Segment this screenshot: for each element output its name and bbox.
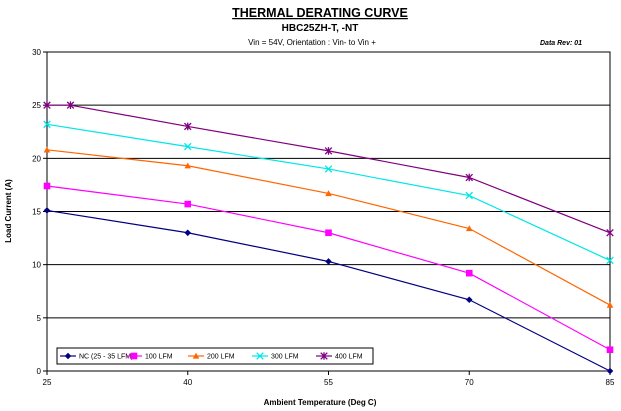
data-point (465, 296, 473, 304)
legend-label: 100 LFM (145, 354, 173, 361)
series-line (43, 101, 614, 237)
data-point (43, 120, 51, 129)
y-tick-label: 25 (32, 101, 41, 110)
data-point (184, 162, 192, 169)
y-tick-label: 15 (32, 208, 41, 217)
data-point (130, 352, 138, 360)
y-tick-label: 10 (32, 261, 41, 270)
data-point (465, 269, 473, 277)
data-point (606, 346, 614, 354)
data-point (183, 142, 192, 151)
legend-label: NC (25 - 35 LFM) (79, 354, 133, 361)
series-line (43, 182, 614, 354)
x-tick-label: 55 (324, 378, 333, 387)
data-point (606, 367, 614, 375)
legend-label: 300 LFM (271, 354, 299, 361)
data-point (184, 200, 192, 208)
series-path (46, 149, 611, 306)
data-point (320, 352, 328, 360)
y-tick-label: 20 (32, 154, 41, 163)
y-tick-label: 5 (37, 314, 42, 323)
y-tick-label: 30 (32, 48, 41, 57)
x-tick-label: 40 (183, 378, 192, 387)
legend-item: NC (25 - 35 LFM) (60, 352, 133, 361)
chart-title: THERMAL DERATING CURVE (232, 6, 408, 20)
y-tick-label: 0 (37, 367, 42, 376)
data-point (192, 352, 200, 359)
data-point (325, 229, 332, 237)
legend-item: 300 LFM (252, 352, 299, 361)
data-point (184, 229, 192, 237)
data-point (465, 173, 474, 182)
series-line (43, 207, 614, 375)
x-tick-label: 70 (465, 378, 474, 387)
legend-label: 200 LFM (207, 354, 235, 361)
data-point (325, 258, 332, 265)
legend-label: 400 LFM (335, 354, 363, 361)
data-point (606, 301, 614, 308)
data-point (606, 256, 614, 265)
y-axis-label: Load Current (A) (4, 179, 13, 243)
data-point (256, 352, 264, 360)
data-point (183, 122, 192, 131)
legend: NC (25 - 35 LFM) 100 LFM 200 LFM 300 LFM 400… (56, 347, 374, 365)
x-tick-label: 85 (606, 378, 615, 387)
data-point (43, 207, 51, 214)
legend-item: 200 LFM (188, 352, 235, 361)
x-tick-label: 25 (43, 378, 52, 387)
x-axis-ticks: 25 40 55 70 85 (43, 371, 615, 387)
chart-conditions: Vin = 54V, Orientation : Vin- to Vin + (248, 38, 376, 47)
data-point (43, 101, 51, 109)
series-line (43, 146, 614, 308)
legend-item: 400 LFM (316, 352, 363, 361)
y-axis-ticks: 0 5 10 15 20 25 30 (32, 48, 47, 376)
data-point (43, 182, 51, 190)
x-axis-label: Ambient Temperature (Deg C) (264, 398, 377, 407)
gridlines (47, 104, 610, 319)
data-series (43, 101, 614, 375)
legend-item: 100 LFM (126, 352, 173, 361)
data-point (465, 225, 473, 232)
data-point (325, 190, 332, 197)
data-revision: Data Rev: 01 (540, 40, 582, 47)
data-point (324, 165, 333, 173)
data-point (66, 101, 75, 109)
series-path (46, 185, 611, 351)
series-path (47, 104, 611, 234)
series-line (43, 120, 614, 265)
chart-subtitle: HBC25ZH-T, -NT (282, 23, 359, 34)
data-point (324, 147, 333, 155)
data-point (64, 352, 72, 360)
data-point (606, 228, 614, 237)
data-point (465, 191, 474, 200)
data-point (43, 146, 51, 153)
